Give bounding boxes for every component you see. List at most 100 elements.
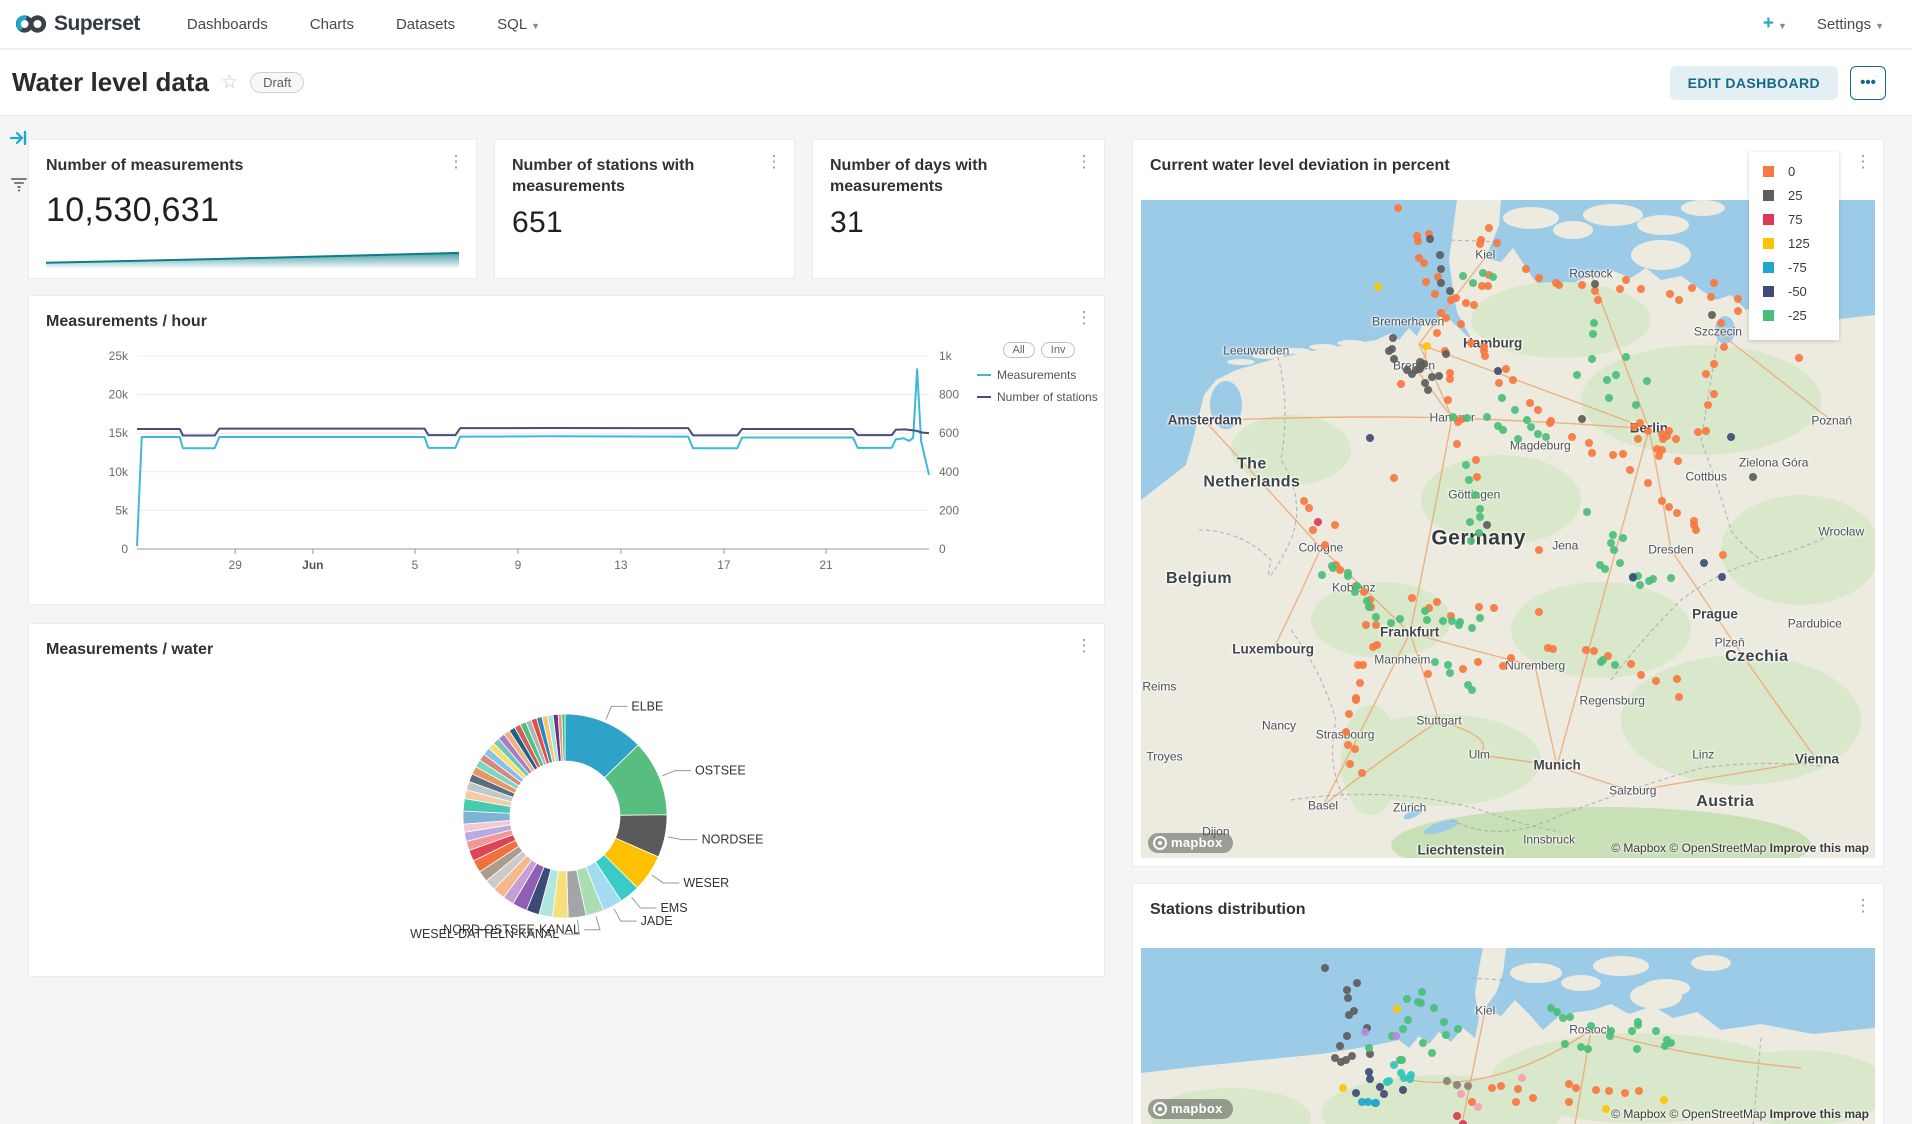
station-dot[interactable] [1467, 339, 1475, 347]
station-dot[interactable] [1344, 994, 1352, 1002]
expand-filters-icon[interactable] [8, 127, 30, 149]
station-dot[interactable] [1422, 278, 1430, 286]
station-dot[interactable] [1553, 1008, 1561, 1016]
station-dot[interactable] [1471, 491, 1479, 499]
station-dot[interactable] [1612, 371, 1620, 379]
station-dot[interactable] [1549, 645, 1557, 653]
station-dot[interactable] [1578, 281, 1586, 289]
station-dot[interactable] [1428, 373, 1436, 381]
station-dot[interactable] [1457, 1090, 1465, 1098]
station-dot[interactable] [1490, 604, 1498, 612]
station-dot[interactable] [1399, 1025, 1407, 1033]
station-dot[interactable] [1470, 301, 1478, 309]
station-dot[interactable] [1361, 1028, 1369, 1036]
station-dot[interactable] [1629, 573, 1637, 581]
station-dot[interactable] [1374, 283, 1382, 291]
mapbox-logo[interactable]: mapbox [1148, 833, 1233, 853]
station-dot[interactable] [1597, 658, 1605, 666]
station-dot[interactable] [1511, 406, 1519, 414]
station-dot[interactable] [1584, 1045, 1592, 1053]
station-dot[interactable] [1309, 526, 1317, 534]
station-dot[interactable] [1414, 237, 1422, 245]
station-dot[interactable] [1433, 329, 1441, 337]
station-dot[interactable] [1446, 669, 1454, 677]
map-legend-item-25[interactable]: 25 [1763, 188, 1827, 203]
station-dot[interactable] [1585, 439, 1593, 447]
station-dot[interactable] [1472, 456, 1480, 464]
station-dot[interactable] [1795, 354, 1803, 362]
station-dot[interactable] [1634, 1021, 1642, 1029]
station-dot[interactable] [1720, 343, 1728, 351]
station-dot[interactable] [1602, 1105, 1610, 1113]
station-dot[interactable] [1518, 1074, 1526, 1082]
station-dot[interactable] [1362, 621, 1370, 629]
station-dot[interactable] [1424, 670, 1432, 678]
station-dot[interactable] [1336, 566, 1344, 574]
station-dot[interactable] [1462, 299, 1470, 307]
station-dot[interactable] [1321, 541, 1329, 549]
station-dot[interactable] [1710, 390, 1718, 398]
station-dot[interactable] [1587, 1022, 1595, 1030]
station-dot[interactable] [1463, 414, 1471, 422]
dashboard-more-button[interactable]: ••• [1850, 66, 1886, 100]
station-dot[interactable] [1437, 265, 1445, 273]
station-dot[interactable] [1688, 284, 1696, 292]
station-dot[interactable] [1605, 394, 1613, 402]
station-dot[interactable] [1444, 396, 1452, 404]
station-dot[interactable] [1467, 537, 1475, 545]
station-dot[interactable] [1632, 401, 1640, 409]
station-dot[interactable] [1488, 1084, 1496, 1092]
osm-attribution-link[interactable]: © OpenStreetMap [1669, 841, 1766, 855]
mapbox-logo[interactable]: mapbox [1148, 1099, 1233, 1119]
station-dot[interactable] [1700, 559, 1708, 567]
station-dot[interactable] [1476, 513, 1484, 521]
station-dot[interactable] [1498, 394, 1506, 402]
station-dot[interactable] [1397, 380, 1405, 388]
station-dot[interactable] [1414, 998, 1422, 1006]
station-dot[interactable] [1431, 290, 1439, 298]
station-dot[interactable] [1673, 675, 1681, 683]
station-dot[interactable] [1652, 677, 1660, 685]
station-dot[interactable] [1318, 571, 1326, 579]
station-dot[interactable] [1622, 276, 1630, 284]
station-dot[interactable] [1385, 347, 1393, 355]
station-dot[interactable] [1603, 376, 1611, 384]
station-dot[interactable] [1507, 654, 1515, 662]
station-dot[interactable] [1358, 769, 1366, 777]
station-dot[interactable] [1734, 295, 1742, 303]
station-dot[interactable] [1408, 594, 1416, 602]
station-dot[interactable] [1675, 693, 1683, 701]
station-dot[interactable] [1633, 1045, 1641, 1053]
map-legend-item-125[interactable]: 125 [1763, 236, 1827, 251]
station-dot[interactable] [1626, 466, 1634, 474]
station-dot[interactable] [1389, 334, 1397, 342]
station-dot[interactable] [1611, 661, 1619, 669]
station-dot[interactable] [1636, 581, 1644, 589]
station-dot[interactable] [1346, 760, 1354, 768]
station-dot[interactable] [1358, 1098, 1366, 1106]
station-dot[interactable] [1394, 204, 1402, 212]
station-dot[interactable] [1423, 342, 1431, 350]
station-dot[interactable] [1718, 573, 1726, 581]
station-dot[interactable] [1459, 1120, 1467, 1124]
station-dot[interactable] [1476, 614, 1484, 622]
station-dot[interactable] [1616, 559, 1624, 567]
station-dot[interactable] [1339, 1084, 1347, 1092]
station-dot[interactable] [1436, 251, 1444, 259]
station-dot[interactable] [1637, 671, 1645, 679]
station-dot[interactable] [1734, 307, 1742, 315]
station-dot[interactable] [1655, 452, 1663, 460]
station-dot[interactable] [1672, 435, 1680, 443]
station-dot[interactable] [1591, 287, 1599, 295]
station-dot[interactable] [1559, 1014, 1567, 1022]
settings-menu[interactable]: Settings▼ [1817, 16, 1884, 33]
station-dot[interactable] [1403, 995, 1411, 1003]
station-dot[interactable] [1659, 435, 1667, 443]
station-dot[interactable] [1426, 235, 1434, 243]
nav-item-charts[interactable]: Charts [289, 0, 375, 49]
station-dot[interactable] [1421, 607, 1429, 615]
station-dot[interactable] [1644, 479, 1652, 487]
nav-item-dashboards[interactable]: Dashboards [166, 0, 289, 49]
station-dot[interactable] [1419, 1039, 1427, 1047]
station-dot[interactable] [1707, 293, 1715, 301]
